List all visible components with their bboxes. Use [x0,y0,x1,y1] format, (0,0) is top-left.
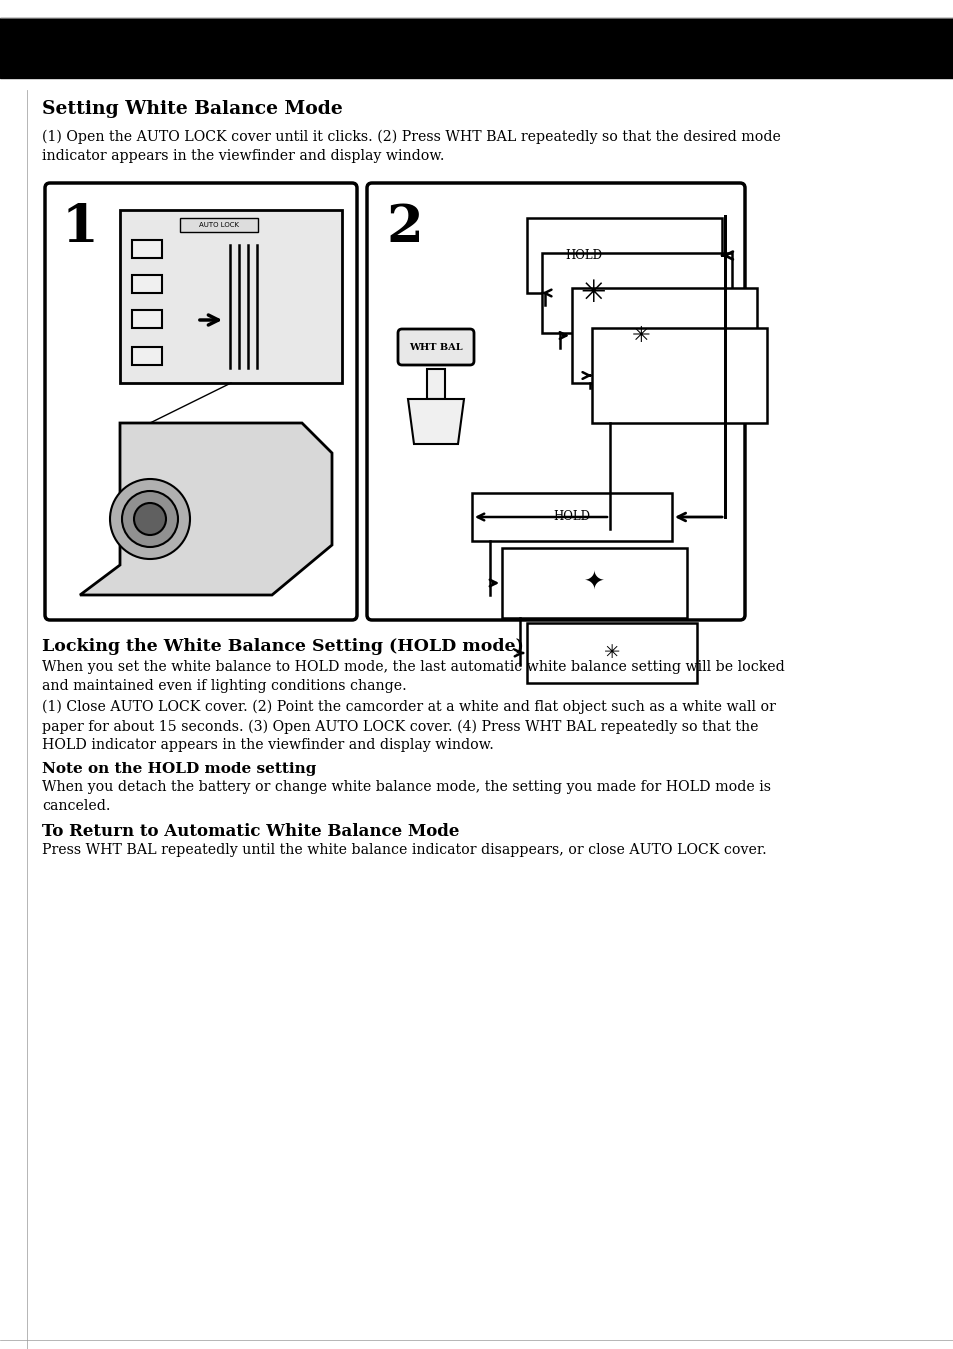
Text: ✳: ✳ [603,643,619,662]
Bar [132,275,162,293]
Text: ✳: ✳ [631,325,650,345]
FancyBboxPatch shape [397,329,474,366]
Text: 1: 1 [62,202,99,254]
Bar [180,219,257,232]
Bar [541,254,731,333]
Text: AUTO LOCK: AUTO LOCK [199,223,239,228]
Bar [120,210,341,383]
Bar [572,287,757,383]
Text: 2: 2 [386,202,422,254]
Bar [592,328,766,424]
Text: HOLD: HOLD [564,250,601,262]
Text: ✳: ✳ [579,278,605,308]
Bar [132,240,162,258]
Circle shape [110,479,190,558]
Text: ✦: ✦ [583,571,604,595]
Bar [526,219,721,293]
Polygon shape [408,399,463,444]
Text: WHT BAL: WHT BAL [409,343,462,352]
Text: Note on the HOLD mode setting: Note on the HOLD mode setting [42,762,316,776]
Circle shape [122,491,178,546]
Text: Press WHT BAL repeatedly until the white balance indicator disappears, or close : Press WHT BAL repeatedly until the white… [42,843,766,857]
Text: Locking the White Balance Setting (HOLD mode): Locking the White Balance Setting (HOLD … [42,638,523,656]
Text: Setting White Balance Mode: Setting White Balance Mode [42,100,342,117]
Bar [427,370,444,399]
FancyBboxPatch shape [367,183,744,621]
Polygon shape [80,424,332,595]
Circle shape [133,503,166,536]
Bar [472,492,671,541]
Bar [501,548,686,618]
Bar [0,18,953,78]
Bar [526,623,697,683]
Text: To Return to Automatic White Balance Mode: To Return to Automatic White Balance Mod… [42,823,459,840]
Text: (1) Open the AUTO LOCK cover until it clicks. (2) Press WHT BAL repeatedly so th: (1) Open the AUTO LOCK cover until it cl… [42,130,781,163]
Bar [132,310,162,328]
Text: (1) Close AUTO LOCK cover. (2) Point the camcorder at a white and flat object su: (1) Close AUTO LOCK cover. (2) Point the… [42,700,775,753]
Text: When you detach the battery or change white balance mode, the setting you made f: When you detach the battery or change wh… [42,780,770,812]
Bar [132,347,162,366]
FancyBboxPatch shape [45,183,356,621]
Text: When you set the white balance to HOLD mode, the last automatic white balance se: When you set the white balance to HOLD m… [42,660,784,692]
Text: HOLD: HOLD [553,510,590,523]
